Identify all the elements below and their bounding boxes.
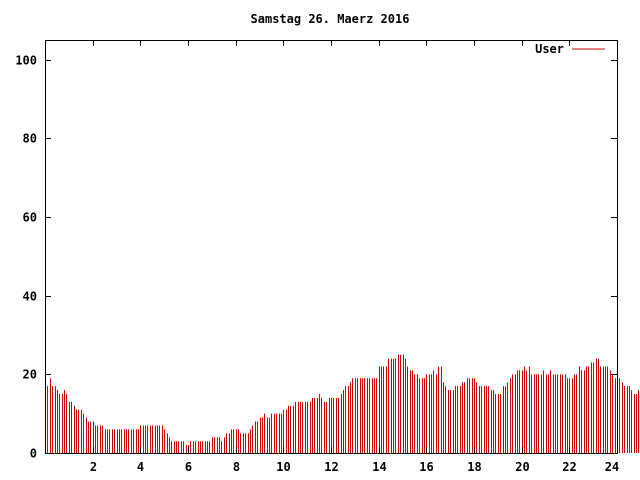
y-tick-label: 100 [15, 54, 37, 68]
y-tick-label: 20 [23, 368, 37, 382]
legend-label: User [535, 42, 564, 56]
y-tick-label: 60 [23, 211, 37, 225]
legend: User [535, 42, 605, 56]
x-tick-label: 12 [324, 460, 338, 474]
x-tick-label: 2 [90, 460, 97, 474]
x-tick-label: 22 [562, 460, 576, 474]
x-tick-label: 6 [185, 460, 192, 474]
x-tick-label: 14 [372, 460, 386, 474]
x-tick-label: 8 [233, 460, 240, 474]
x-tick-label: 16 [419, 460, 433, 474]
x-tick-label: 20 [515, 460, 529, 474]
y-tick-label: 80 [23, 132, 37, 146]
x-tick-label: 10 [276, 460, 290, 474]
x-tick-label: 4 [137, 460, 144, 474]
y-tick-label: 0 [30, 447, 37, 461]
x-tick-label: 18 [467, 460, 481, 474]
bars-layer [45, 354, 639, 453]
y-tick-label: 40 [23, 290, 37, 304]
x-tick-label: 24 [605, 460, 619, 474]
chart-title: Samstag 26. Maerz 2016 [251, 12, 410, 26]
